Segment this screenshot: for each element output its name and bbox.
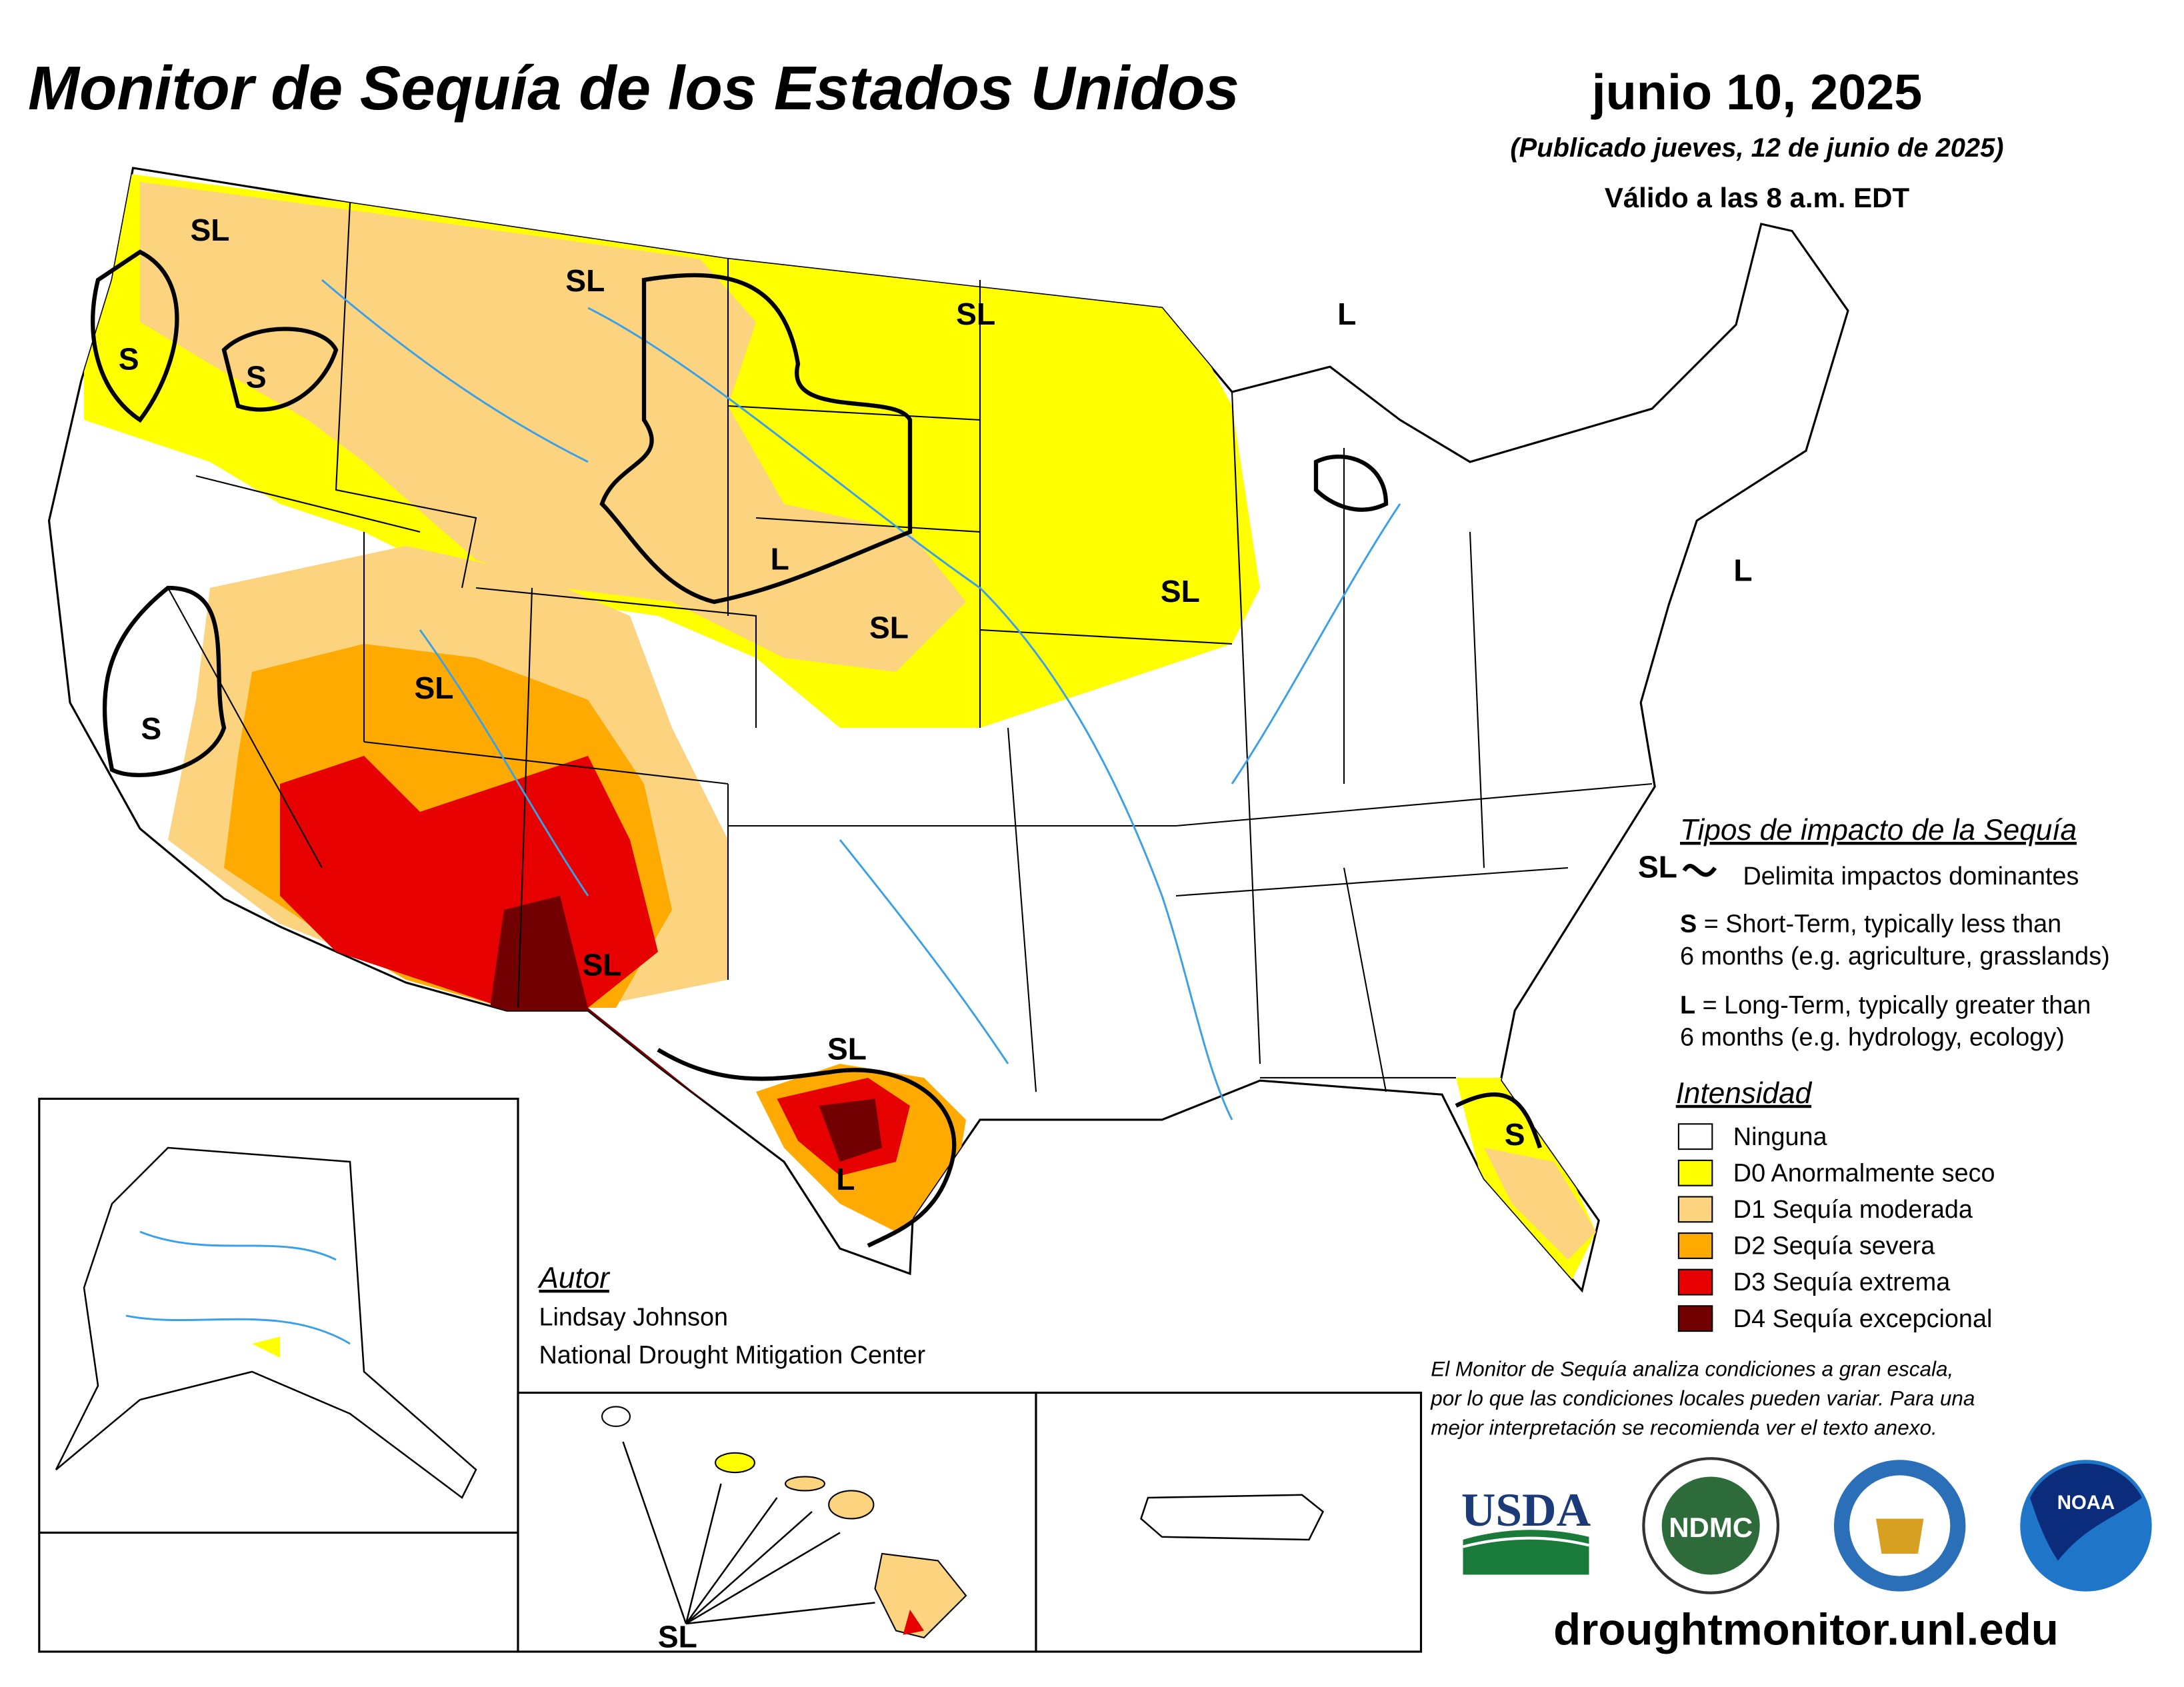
long-term: L = Long-Term, typically greater than [1680,991,2091,1019]
long-term-text-2: 6 months (e.g. hydrology, ecology) [1680,1024,2065,1052]
noaa-text: NOAA [2057,1492,2115,1514]
usda-text: USDA [1461,1484,1591,1536]
impact-label: L [771,542,789,577]
hawaii-inset [517,1391,1037,1653]
puerto-rico-inset [1035,1391,1423,1653]
impact-label: SL [414,671,453,705]
author-name: Lindsay Johnson [539,1304,729,1332]
legend-label: D3 Sequía extrema [1733,1268,1951,1296]
impact-label: SL [658,1620,697,1654]
short-term-code: S [1680,910,1697,938]
impact-label: SL [190,213,229,247]
impact-label: SL [1161,574,1200,609]
disclaimer-line: mejor interpretación se recomienda ver e… [1431,1415,1937,1439]
website-url[interactable]: droughtmonitor.unl.edu [1553,1604,2059,1654]
intensity-legend: Ninguna D0 Anormalmente seco D1 Sequía mod… [1677,1123,1995,1333]
impact-symbol-text: Delimita impactos dominantes [1743,862,2079,890]
author-org: National Drought Mitigation Center [539,1341,926,1369]
impact-line-symbol [1682,864,1717,877]
map-date: junio 10, 2025 [1591,65,1923,121]
conus-map [47,167,1849,1293]
disclaimer-line: por lo que las condiciones locales puede… [1430,1386,1975,1410]
legend-swatch [1677,1196,1713,1223]
impact-legend-title: Tipos de impacto de la Sequía [1680,814,2077,846]
intensity-legend-title: Intensidad [1676,1077,1813,1110]
title: Monitor de Sequía de los Estados Unidos [28,53,1239,123]
impact-label: S [141,711,161,746]
impact-label: L [1337,297,1356,331]
impact-label: S [119,341,139,376]
author-title: Autor [537,1262,611,1294]
impact-label: L [1733,553,1752,587]
ndmc-logo: NDMC [1642,1457,1780,1594]
legend-swatch [1677,1123,1713,1150]
legend-label: D1 Sequía moderada [1733,1196,1973,1224]
impact-label: SL [565,263,605,298]
impact-label: S [246,360,267,395]
long-term-text: = Long-Term, typically greater than [1703,991,2091,1019]
short-term: S = Short-Term, typically less than [1680,910,2061,938]
legend-label: D0 Anormalmente seco [1733,1159,1995,1187]
usda-logo: USDA [1461,1484,1591,1575]
long-term-code: L [1680,991,1695,1019]
legend-swatch [1677,1232,1713,1259]
published-date: (Publicado jueves, 12 de junio de 2025) [1510,133,2003,163]
short-term-text-2: 6 months (e.g. agriculture, grasslands) [1680,942,2110,970]
disclaimer-line: El Monitor de Sequía analiza condiciones… [1431,1356,1953,1380]
alaska-inset [38,1097,519,1653]
legend-label: D4 Sequía excepcional [1733,1305,1993,1333]
noaa-logo: NOAA [2020,1460,2152,1592]
impact-label: S [1505,1117,1525,1152]
commerce-logo [1833,1460,1966,1592]
legend-label: Ninguna [1733,1123,1828,1151]
impact-label: SL [827,1032,867,1066]
legend-swatch [1677,1268,1713,1296]
short-term-text: = Short-Term, typically less than [1704,910,2061,938]
valid-time: Válido a las 8 a.m. EDT [1605,182,1910,213]
legend-swatch [1677,1159,1713,1186]
impact-symbol: SL [1638,850,1677,884]
impact-label: L [836,1162,855,1196]
impact-label: SL [956,297,995,331]
legend-label: D2 Sequía severa [1733,1232,1935,1260]
impact-label: SL [869,611,909,645]
impact-label: SL [582,948,621,982]
ndmc-text: NDMC [1669,1512,1753,1543]
legend-swatch [1677,1305,1713,1332]
